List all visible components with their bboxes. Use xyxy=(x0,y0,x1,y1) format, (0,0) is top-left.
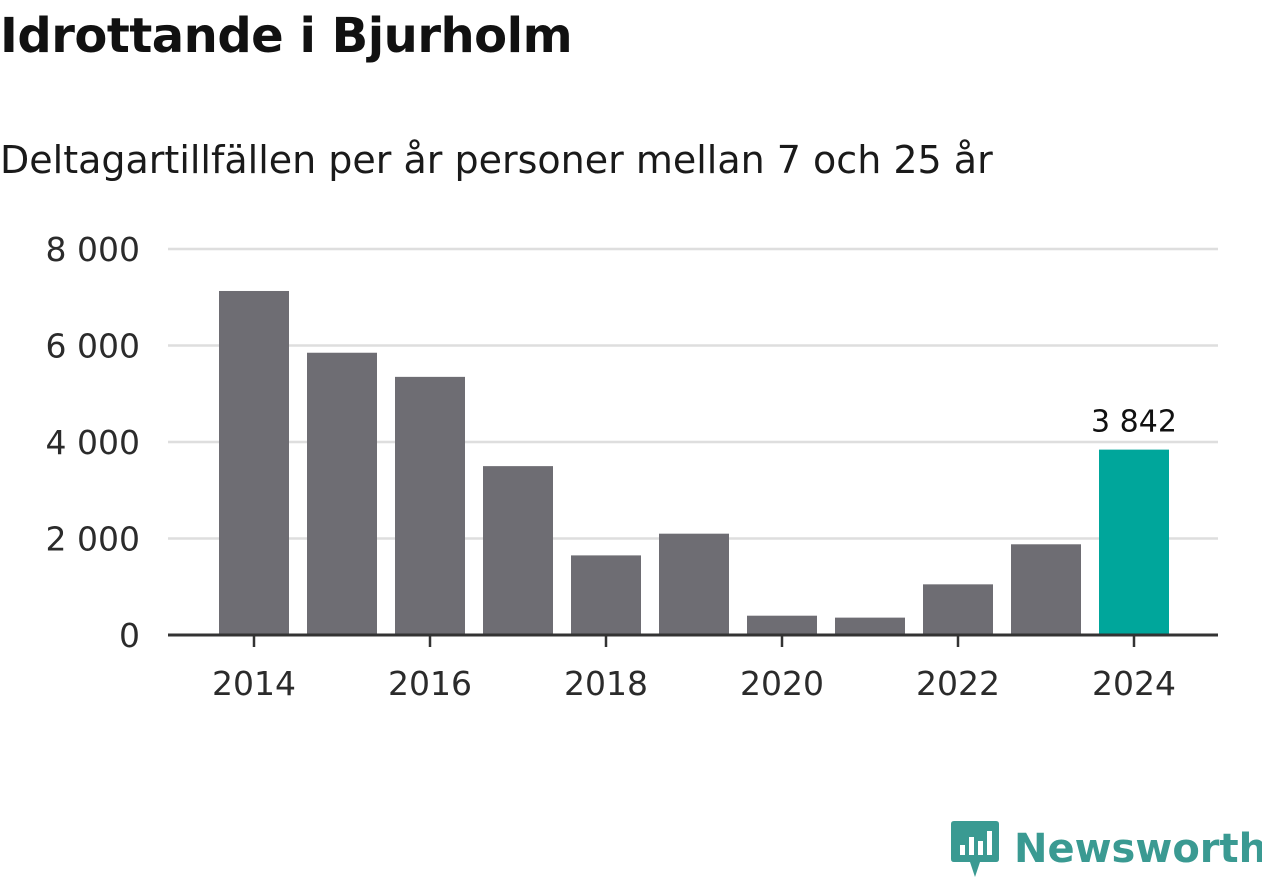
x-tick-label: 2014 xyxy=(212,664,296,703)
x-tick-label: 2016 xyxy=(388,664,472,703)
x-tick-label: 2020 xyxy=(740,664,824,703)
axis-labels: 0 2 000 4 000 6 000 8 000 2014 2016 2018 2020 202… xyxy=(46,230,1177,703)
y-tick-label: 2 000 xyxy=(46,520,140,559)
y-tick-label: 8 000 xyxy=(46,230,140,269)
y-tick-label: 4 000 xyxy=(46,423,140,462)
chart-title: Idrottande i Bjurholm xyxy=(0,8,573,64)
bar xyxy=(219,290,289,635)
bar xyxy=(483,466,553,635)
newsworthy-logo: Newsworthy xyxy=(950,818,1262,880)
chart-subtitle: Deltagartillfällen per år personer mella… xyxy=(0,138,993,182)
bars xyxy=(219,290,1169,635)
x-tick-label: 2018 xyxy=(564,664,648,703)
bar xyxy=(923,584,993,635)
bar xyxy=(307,352,377,635)
data-label: 3 842 xyxy=(1091,405,1177,440)
newsworthy-logo-icon xyxy=(951,821,999,877)
bar xyxy=(835,617,905,635)
x-axis xyxy=(168,633,1218,647)
bar xyxy=(1099,449,1169,635)
bar xyxy=(395,376,465,635)
x-tick-label: 2022 xyxy=(916,664,1000,703)
x-tick-label: 2024 xyxy=(1092,664,1176,703)
bar xyxy=(747,615,817,635)
y-tick-label: 6 000 xyxy=(46,327,140,366)
bar xyxy=(571,555,641,635)
brand-name: Newsworthy xyxy=(1014,826,1262,872)
y-tick-label: 0 xyxy=(119,616,140,655)
bar xyxy=(659,533,729,635)
bar xyxy=(1011,544,1081,635)
